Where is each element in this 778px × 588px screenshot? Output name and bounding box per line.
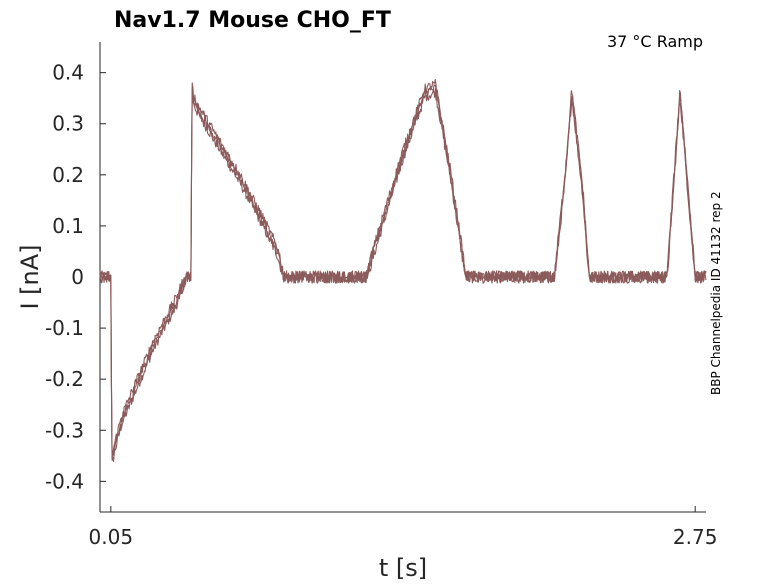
x-tick-label: 0.05 bbox=[89, 525, 134, 549]
y-tick-label: 0.1 bbox=[52, 214, 84, 238]
plot-traces bbox=[99, 78, 707, 462]
y-tick-label: -0.4 bbox=[45, 469, 84, 493]
labels: Nav1.7 Mouse CHO_FT 37 °C Ramp BBP Chann… bbox=[16, 8, 723, 582]
y-tick-label: -0.3 bbox=[45, 418, 84, 442]
y-tick-label: 0.2 bbox=[52, 163, 84, 187]
y-tick-label: -0.1 bbox=[45, 316, 84, 340]
y-tick-label: 0.4 bbox=[52, 61, 84, 85]
y-tick-label: 0 bbox=[71, 265, 84, 289]
current-trace bbox=[99, 78, 707, 459]
y-tick-label: -0.2 bbox=[45, 367, 84, 391]
condition-annotation: 37 °C Ramp bbox=[607, 32, 703, 51]
x-tick-label: 2.75 bbox=[673, 525, 718, 549]
side-id-label: BBP Channelpedia ID 41132 rep 2 bbox=[709, 191, 723, 395]
axes: 0.4 0.3 0.2 0.1 0 -0.1 -0.2 -0.3 -0.4 0.05 2.75 bbox=[45, 42, 717, 549]
x-axis-label: t [s] bbox=[379, 554, 427, 582]
y-axis-label: I [nA] bbox=[16, 244, 44, 309]
y-tick-label: 0.3 bbox=[52, 112, 84, 136]
chart-title: Nav1.7 Mouse CHO_FT bbox=[114, 8, 391, 33]
